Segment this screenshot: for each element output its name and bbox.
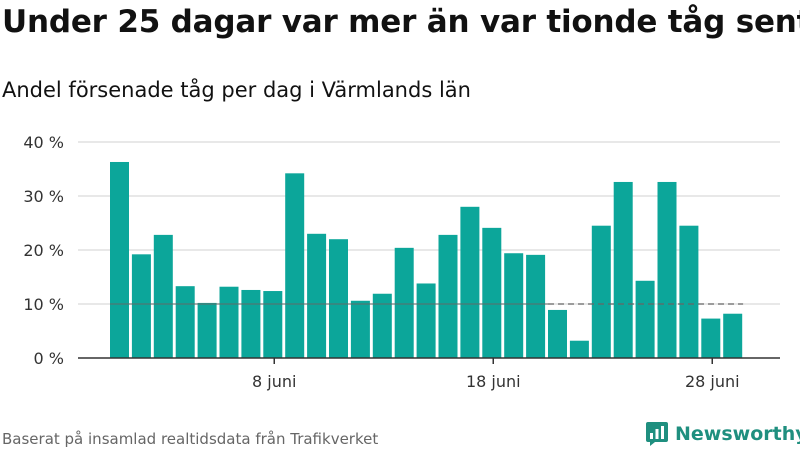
x-tick-label: 28 juni [685,372,740,391]
x-axis: 8 juni 18 juni 28 juni [78,357,780,391]
bar [526,254,546,358]
bar [613,181,633,358]
bars [110,161,743,358]
bar [657,181,677,358]
newsworthy-logo-icon [646,422,668,446]
y-tick-label: 30 % [23,187,64,206]
bar [548,309,567,358]
bar [591,225,611,358]
bar [438,234,458,358]
bar [701,318,721,358]
bar [263,291,283,358]
bar [110,161,129,358]
bar [175,286,195,358]
brand-name: Newsworthy [675,423,800,445]
y-tick-label: 40 % [23,133,64,152]
bar [307,233,327,358]
bar [482,227,502,358]
bar [635,280,655,358]
bar [723,313,743,358]
bar [372,293,392,358]
bar [569,340,589,358]
bar [131,254,151,358]
bar [416,283,436,358]
bar [394,247,414,358]
bar [679,225,699,358]
bar [219,286,239,358]
bar [241,289,261,358]
bar [329,239,348,358]
x-tick-label: 18 juni [466,372,521,391]
source-footnote: Baserat på insamlad realtidsdata från Tr… [2,430,379,448]
x-tick-label: 8 juni [252,372,296,391]
bar [504,253,524,358]
chart-subtitle: Andel försenade tåg per dag i Värmlands … [2,78,471,102]
bar-chart: 0 % 10 % 20 % 30 % 40 % 8 juni 18 juni 28 juni [23,133,780,391]
brand-logo[interactable]: Newsworthy [645,419,800,449]
chart-title: Under 25 dagar var mer än var tionde tåg… [2,4,800,40]
bar [285,173,305,358]
y-tick-label: 20 % [23,241,64,260]
bar [460,206,480,358]
y-tick-label: 0 % [34,349,64,368]
y-tick-label: 10 % [23,295,64,314]
y-axis-labels: 0 % 10 % 20 % 30 % 40 % [23,133,64,368]
bar [350,300,370,358]
bar [197,302,217,358]
bar [153,234,173,358]
